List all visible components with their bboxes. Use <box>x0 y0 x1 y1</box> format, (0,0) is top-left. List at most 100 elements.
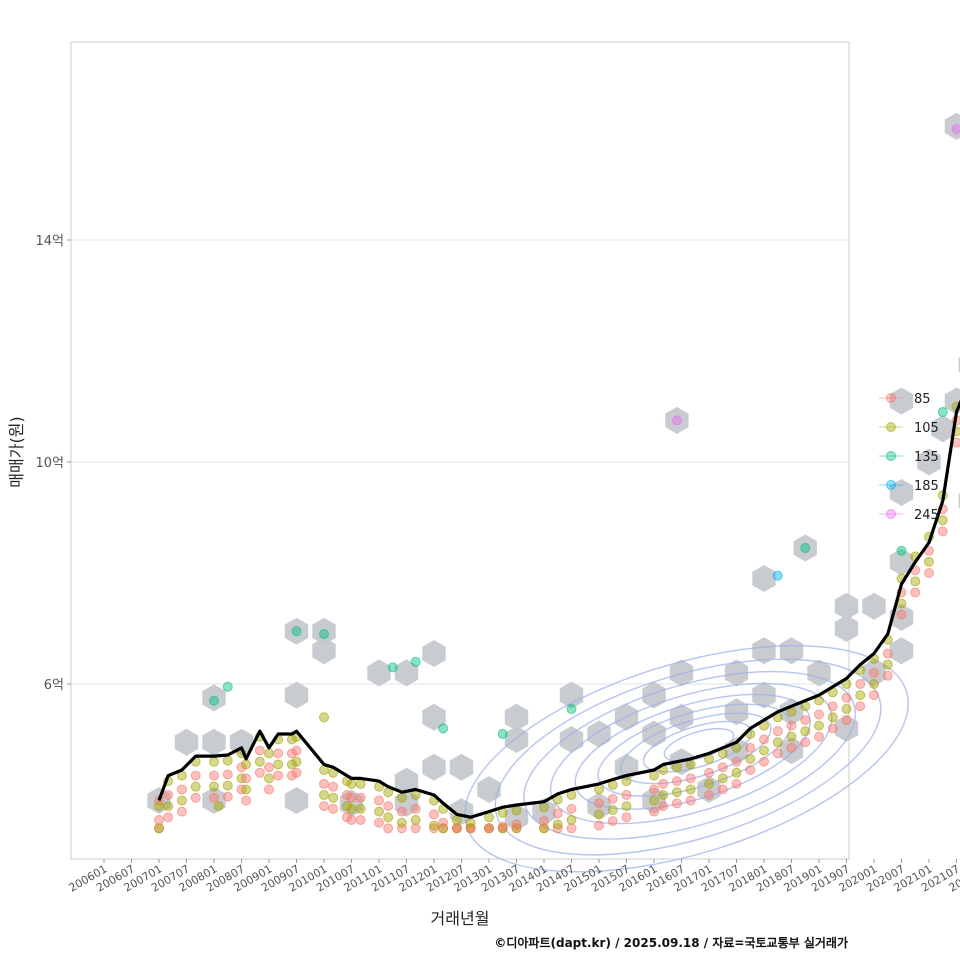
data-point <box>410 823 421 834</box>
data-point <box>319 778 329 789</box>
hexbin <box>834 615 859 642</box>
data-point <box>827 712 838 723</box>
hexbin <box>889 548 914 576</box>
data-point <box>621 812 632 823</box>
hexbin <box>202 787 226 814</box>
data-point <box>937 407 948 418</box>
data-point <box>383 812 394 823</box>
data-point <box>910 576 921 587</box>
data-point <box>190 781 201 792</box>
data-point <box>882 648 893 659</box>
data-point <box>254 767 265 778</box>
data-point <box>465 823 476 834</box>
data-point <box>814 720 824 731</box>
data-point <box>772 570 783 581</box>
y-axis-ticks: 6억 10억 14억 <box>35 234 71 693</box>
data-point <box>607 793 618 804</box>
data-point <box>607 816 618 827</box>
data-point <box>937 515 948 526</box>
hexbin <box>834 592 859 620</box>
hexbin <box>202 684 226 712</box>
y-tick-label: 6억 <box>44 678 64 693</box>
data-point <box>291 626 302 637</box>
hexbin <box>889 387 914 415</box>
y-tick-label: 14억 <box>35 234 64 249</box>
contour-line <box>494 658 882 856</box>
data-point <box>346 792 357 803</box>
data-point <box>291 767 302 778</box>
data-point <box>264 762 274 773</box>
data-point <box>685 784 696 795</box>
data-point <box>924 556 934 567</box>
data-point <box>209 792 219 803</box>
data-point <box>594 798 604 809</box>
hexbin <box>394 767 419 795</box>
plot-panel <box>70 41 850 860</box>
hexbin <box>504 803 529 831</box>
data-point <box>222 780 233 791</box>
hexbin <box>312 617 336 645</box>
legend-key-point <box>886 422 896 432</box>
data-point <box>671 787 682 798</box>
data-point <box>383 801 394 812</box>
data-point <box>827 701 838 712</box>
data-point <box>346 803 357 814</box>
data-point <box>511 805 522 816</box>
hexbin <box>394 789 419 817</box>
data-point <box>429 820 439 831</box>
data-point <box>552 823 563 834</box>
data-point <box>291 745 302 756</box>
data-point <box>594 784 604 795</box>
data-point <box>759 734 769 745</box>
median-line <box>157 399 960 819</box>
data-point <box>346 778 357 789</box>
hexbin <box>284 681 309 709</box>
data-point <box>855 679 866 689</box>
data-point <box>786 720 797 731</box>
data-point <box>241 773 252 784</box>
hexbin <box>889 637 914 665</box>
data-point <box>264 784 274 795</box>
y-tick-label: 10억 <box>35 456 64 471</box>
data-point <box>841 692 852 703</box>
contour-line <box>620 712 772 785</box>
data-point <box>800 726 811 737</box>
data-point <box>319 801 329 812</box>
data-point <box>374 817 384 828</box>
hexbin <box>752 637 776 665</box>
scatter-points <box>154 124 960 834</box>
hexbin <box>665 406 689 434</box>
data-point <box>704 767 714 778</box>
data-point <box>209 756 219 767</box>
data-point <box>855 690 866 701</box>
data-point <box>814 709 824 720</box>
data-point <box>951 124 960 134</box>
data-point <box>438 723 449 734</box>
data-point <box>154 814 164 825</box>
hexbin <box>449 798 474 826</box>
legend-key-point <box>886 393 896 403</box>
data-point <box>786 742 797 753</box>
data-point <box>745 753 756 764</box>
data-point <box>759 756 769 767</box>
data-point <box>594 809 604 820</box>
hexbin <box>724 659 749 687</box>
data-point <box>222 681 233 692</box>
data-point <box>731 767 742 778</box>
data-point <box>209 695 219 706</box>
data-point <box>841 703 852 714</box>
legend-key-point <box>886 509 896 519</box>
data-point <box>328 803 339 814</box>
hexbin <box>504 703 529 731</box>
hexbin-layer <box>147 112 960 831</box>
data-point <box>937 526 948 537</box>
data-point <box>291 756 302 767</box>
legend-key-point <box>886 451 896 461</box>
hexbin <box>834 714 859 742</box>
data-point <box>658 790 669 800</box>
data-point <box>154 801 164 812</box>
data-point <box>910 587 921 598</box>
data-point <box>355 803 366 814</box>
hexbin <box>449 753 474 781</box>
data-point <box>451 823 462 834</box>
